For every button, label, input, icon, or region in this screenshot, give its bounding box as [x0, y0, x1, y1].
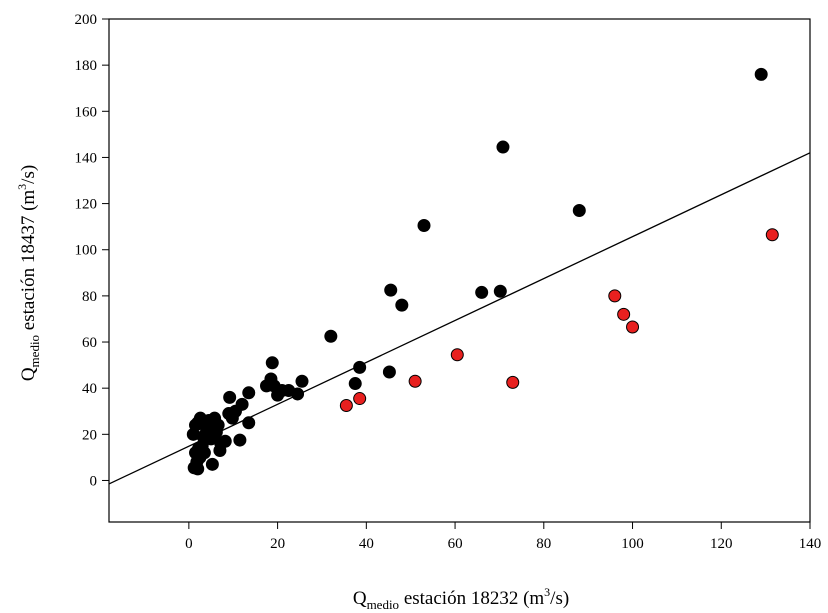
y-tick-label: 0 [90, 473, 98, 489]
y-tick-label: 100 [75, 243, 98, 259]
data-point [496, 140, 510, 154]
data-point [475, 285, 489, 299]
data-point-red [353, 392, 367, 406]
x-tick-label: 40 [359, 536, 374, 552]
x-tick-label: 80 [536, 536, 551, 552]
data-point-red [339, 398, 353, 412]
data-point [191, 462, 205, 476]
data-point-red [765, 228, 779, 242]
data-point [382, 365, 396, 379]
data-point [295, 374, 309, 388]
y-tick-label: 140 [75, 150, 98, 166]
data-point [235, 397, 249, 411]
y-tick-label: 180 [75, 58, 98, 74]
data-point-red [626, 320, 640, 334]
y-tick-label: 160 [75, 104, 98, 120]
data-point [205, 457, 219, 471]
data-point [572, 204, 586, 218]
data-point [233, 433, 247, 447]
data-point [324, 329, 338, 343]
data-point-red [617, 307, 631, 321]
data-point [417, 219, 431, 233]
x-tick-label: 120 [710, 536, 733, 552]
y-tick-label: 60 [82, 335, 97, 351]
data-point [242, 416, 256, 430]
x-tick-label: 0 [185, 536, 193, 552]
x-tick-label: 140 [799, 536, 822, 552]
data-point [291, 387, 305, 401]
data-point [493, 284, 507, 298]
data-point [384, 283, 398, 297]
data-point-red [408, 374, 422, 388]
y-tick-label: 40 [82, 381, 97, 397]
data-points [186, 67, 779, 476]
data-point-red [506, 375, 520, 389]
y-axis-ticks: 0 20 40 60 80 100 120 140 160 180 200 [75, 12, 109, 489]
data-point [395, 298, 409, 312]
regression-line [108, 152, 811, 485]
data-point-red [608, 289, 622, 303]
data-point-red [450, 348, 464, 362]
x-tick-label: 60 [448, 536, 463, 552]
data-point [218, 434, 232, 448]
x-axis-ticks: 0 20 40 60 80 100 120 140 [185, 522, 821, 552]
y-tick-label: 20 [82, 427, 97, 443]
y-axis-title: Qmedio estación 18437 (m3/s) [15, 165, 42, 381]
x-tick-label: 100 [621, 536, 644, 552]
data-point [223, 390, 237, 404]
y-tick-label: 80 [82, 289, 97, 305]
data-point [265, 356, 279, 370]
y-tick-label: 200 [75, 12, 98, 28]
data-point [242, 386, 256, 400]
data-point [211, 418, 225, 432]
x-tick-label: 20 [270, 536, 285, 552]
data-point [754, 67, 768, 81]
x-axis-title: Qmedio estación 18232 (m3/s) [353, 585, 569, 612]
y-tick-label: 120 [75, 197, 98, 213]
data-point [348, 377, 362, 391]
plot-frame [108, 18, 811, 523]
data-point [353, 360, 367, 374]
data-point [197, 446, 211, 460]
